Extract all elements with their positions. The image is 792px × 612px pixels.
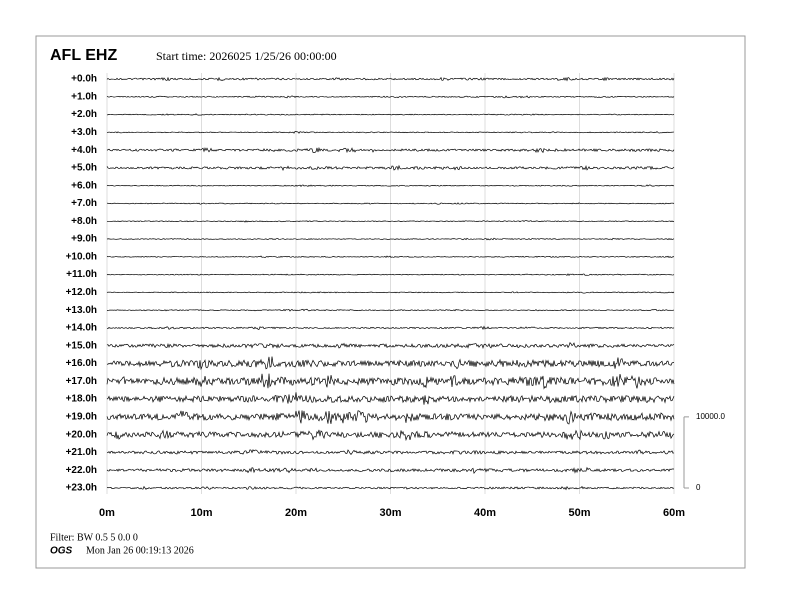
waveform <box>106 308 675 312</box>
waveform <box>106 325 675 331</box>
row-label: +19.0h <box>66 412 97 423</box>
row-label: +8.0h <box>71 216 97 227</box>
waveform <box>106 76 675 82</box>
x-tick-label: 0m <box>99 507 115 519</box>
row-label: +21.0h <box>66 447 97 458</box>
row-label: +6.0h <box>71 180 97 191</box>
frame <box>35 35 746 569</box>
waveform <box>106 146 675 154</box>
row-label: +23.0h <box>66 483 97 494</box>
waveform <box>106 449 675 456</box>
row-label: +9.0h <box>71 234 97 245</box>
row-label: +2.0h <box>71 109 97 120</box>
timestamp: Mon Jan 26 00:19:13 2026 <box>86 545 194 556</box>
row-label: +20.0h <box>66 429 97 440</box>
waveform <box>106 485 675 491</box>
waveform <box>106 356 675 371</box>
x-tick-label: 50m <box>568 507 590 519</box>
scale-tick-label: 0 <box>696 483 701 492</box>
station-title: AFL EHZ <box>50 47 117 64</box>
waveform <box>106 291 675 294</box>
row-label: +0.0h <box>71 74 97 85</box>
row-label: +1.0h <box>71 91 97 102</box>
row-label: +17.0h <box>66 376 97 387</box>
row-label: +5.0h <box>71 163 97 174</box>
waveform <box>106 237 675 241</box>
waveform <box>106 131 675 134</box>
row-label: +12.0h <box>66 287 97 298</box>
waveform <box>106 392 675 405</box>
row-label: +11.0h <box>66 269 97 280</box>
filter: Filter: BW 0.5 5 0.0 0 <box>50 532 138 543</box>
row-label: +14.0h <box>66 323 97 334</box>
waveform <box>106 466 675 475</box>
waveform <box>106 373 675 390</box>
row-label: +18.0h <box>66 394 97 405</box>
row-label: +15.0h <box>66 340 97 351</box>
x-tick-label: 30m <box>379 507 401 519</box>
x-tick-label: 10m <box>190 507 212 519</box>
row-label: +13.0h <box>66 305 97 316</box>
x-tick-label: 20m <box>285 507 307 519</box>
row-label: +16.0h <box>66 358 97 369</box>
waveform <box>106 220 675 223</box>
org: OGS <box>50 546 73 557</box>
waveform <box>106 164 675 172</box>
row-label: +10.0h <box>66 251 97 262</box>
x-tick-label: 60m <box>663 507 685 519</box>
x-tick-label: 40m <box>474 507 496 519</box>
start-time: Start time: 2026025 1/25/26 00:00:00 <box>156 49 337 63</box>
waveform <box>106 273 675 276</box>
waveform <box>106 95 675 99</box>
waveform <box>106 202 675 205</box>
waveform <box>106 429 675 442</box>
row-label: +4.0h <box>71 145 97 156</box>
scale-tick-label: 10000.0 <box>696 412 725 421</box>
waveform <box>106 184 674 187</box>
row-label: +3.0h <box>71 127 97 138</box>
waveform <box>106 255 675 259</box>
waveform <box>106 113 675 116</box>
waveform <box>106 342 675 349</box>
row-label: +22.0h <box>66 465 97 476</box>
waveform <box>106 410 675 425</box>
row-label: +7.0h <box>71 198 97 209</box>
